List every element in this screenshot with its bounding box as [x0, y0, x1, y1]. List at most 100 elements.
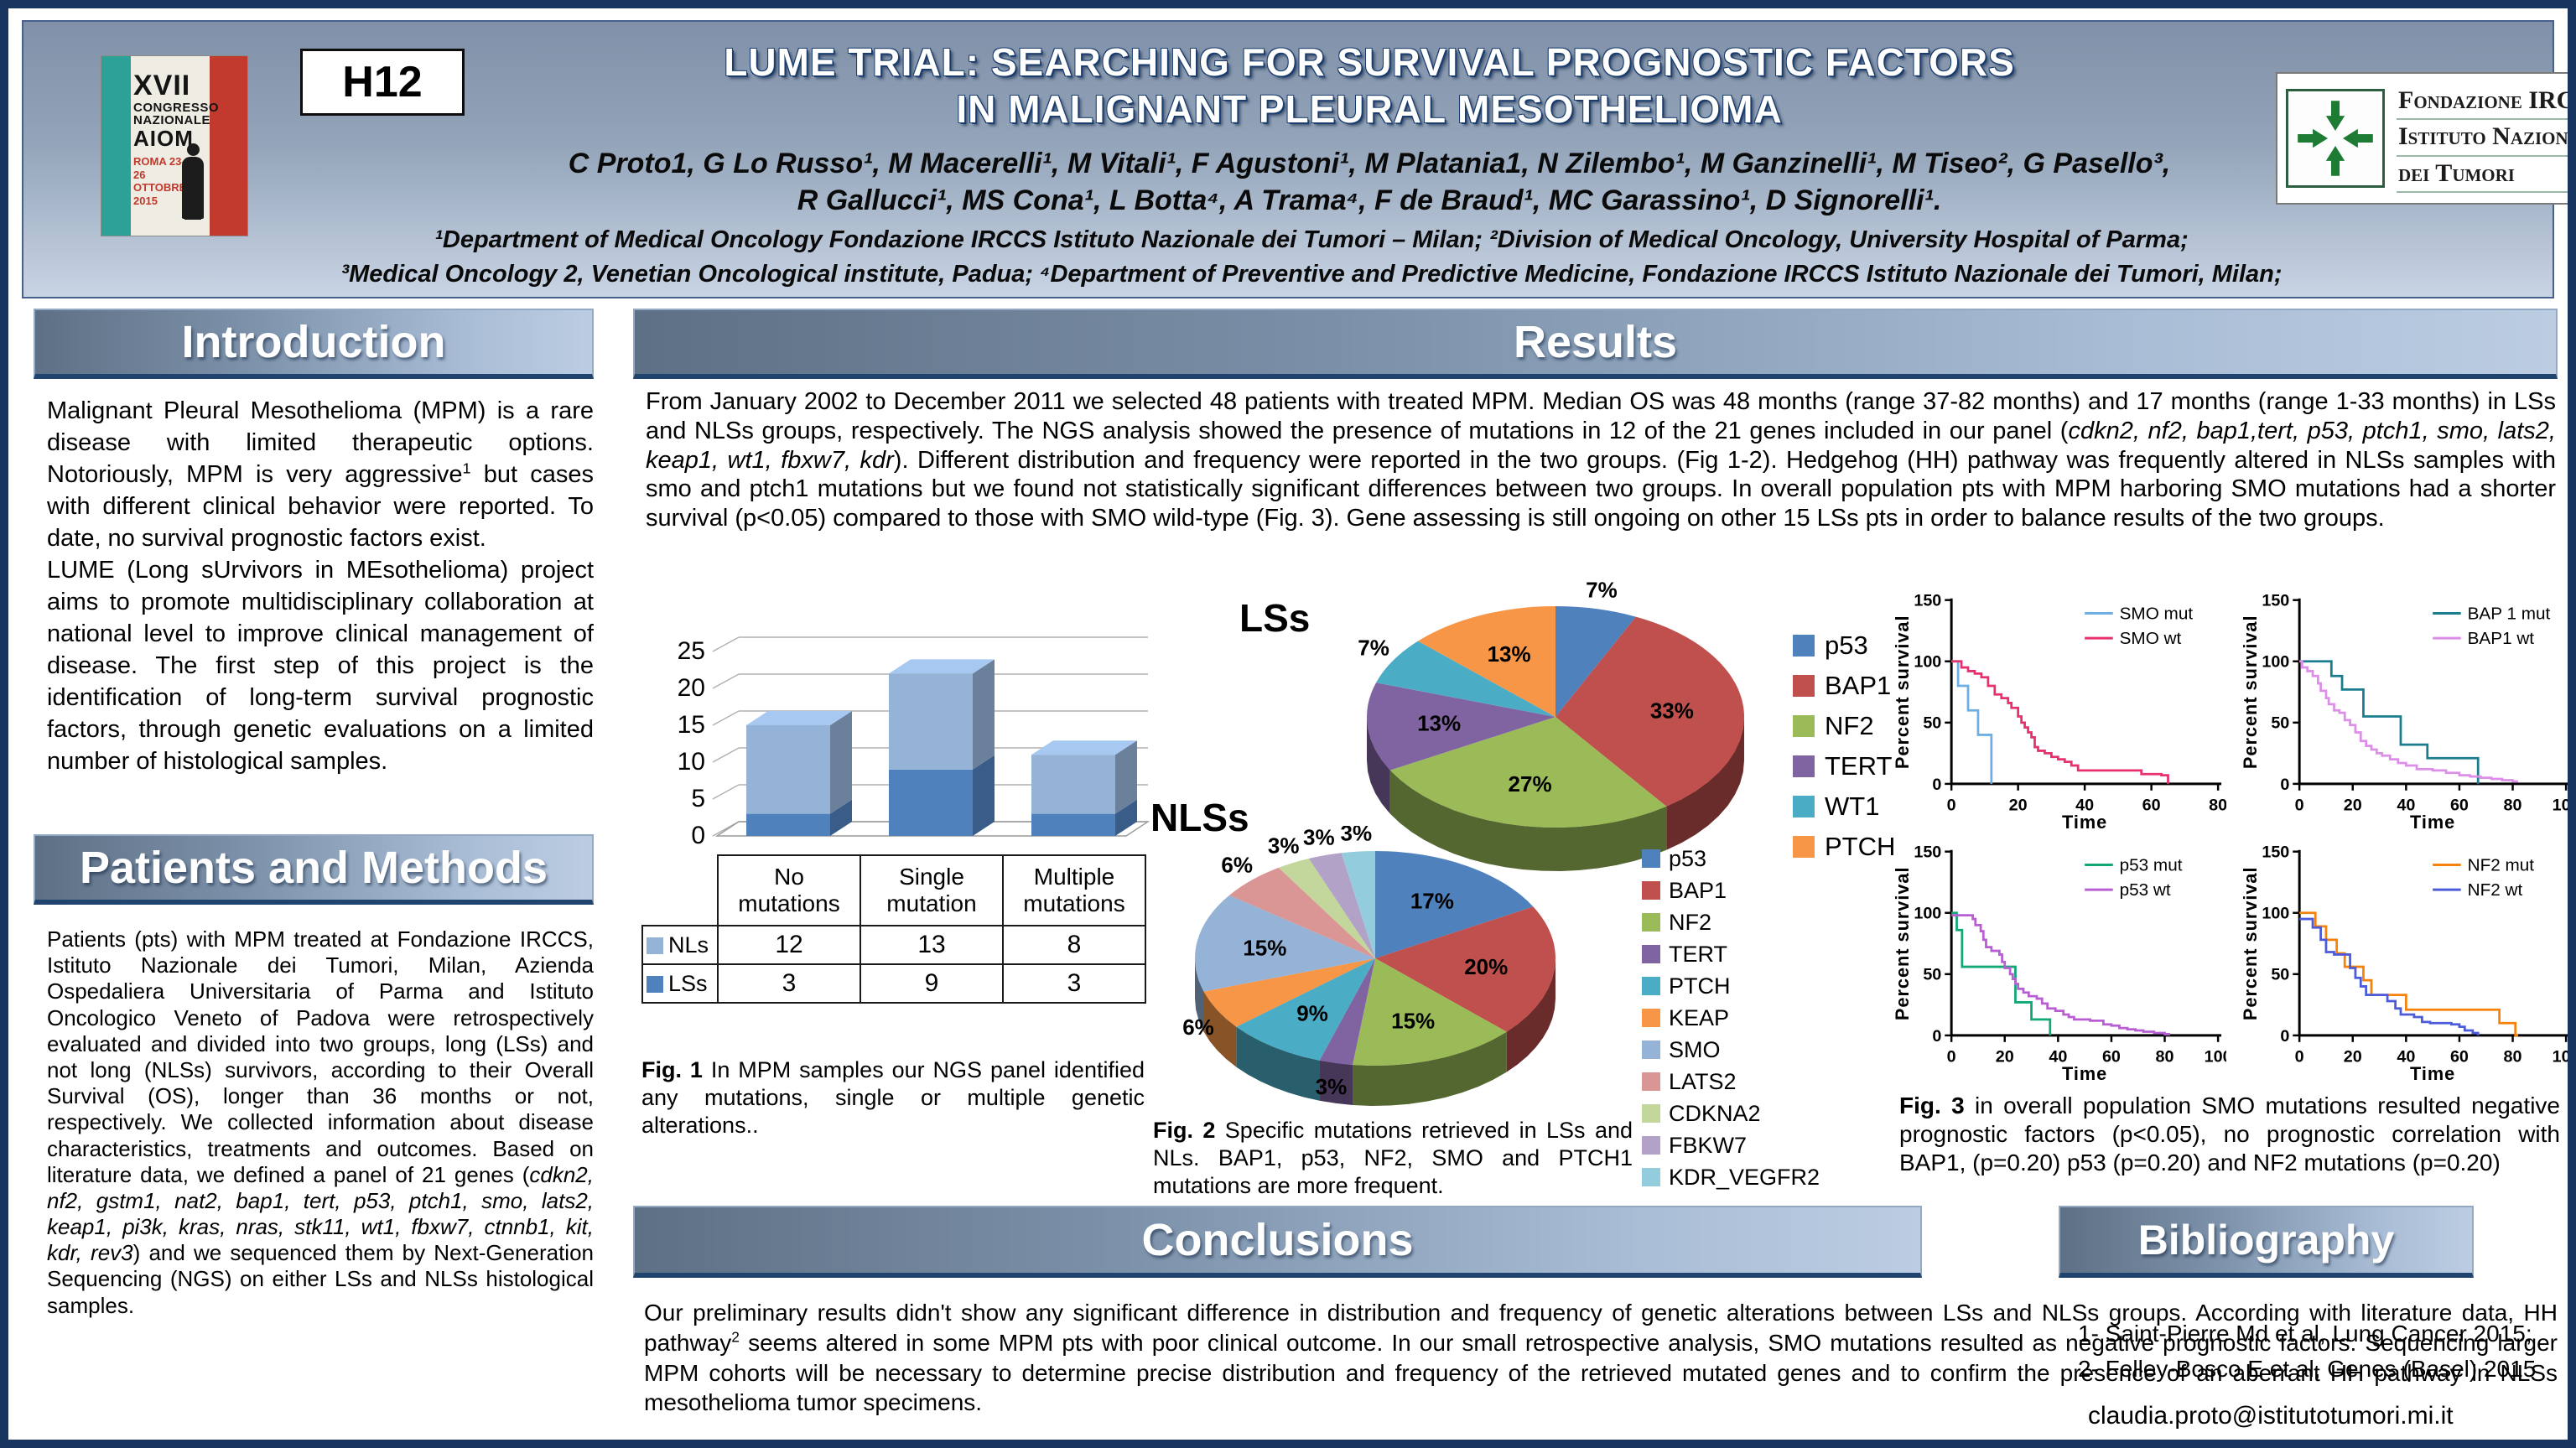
svg-text:13%: 13%: [1417, 711, 1461, 736]
contact-email: claudia.proto@istitutotumori.mi.it: [2088, 1402, 2454, 1430]
legend-color-swatch: [1642, 1136, 1660, 1155]
svg-text:p53 wt: p53 wt: [2120, 880, 2171, 900]
svg-text:10: 10: [678, 748, 705, 776]
svg-text:20: 20: [678, 674, 705, 702]
legend-color-swatch: [1642, 1009, 1660, 1027]
svg-text:40: 40: [2397, 797, 2415, 815]
svg-text:15%: 15%: [1243, 936, 1286, 961]
bibliography-list: 1- Saint-Pierre Md et al, Lung Cancer 20…: [2078, 1316, 2547, 1387]
legend-item: p53: [1642, 843, 1820, 875]
legend-item: p53: [1793, 625, 1895, 666]
svg-text:0: 0: [1947, 1048, 1956, 1067]
svg-text:150: 150: [1914, 592, 1941, 610]
svg-text:NF2 mut: NF2 mut: [2468, 855, 2535, 875]
authors: C Proto1, G Lo Russo¹, M Macerelli¹, M V…: [409, 146, 2329, 219]
fig1-category-header: Single mutation: [860, 854, 1004, 926]
pie-lss-legend: p53 BAP1 NF2 TERT WT1 PTCH: [1793, 625, 1895, 867]
legend-item: TERT: [1642, 938, 1820, 970]
fig1-bar-chart: 0 5 10 15 20 25: [678, 636, 1150, 849]
aiom-congress-logo: XVII CONGRESSO NAZIONALE AIOM ROMA 23-26…: [101, 55, 248, 236]
poster-title-line2: IN MALIGNANT PLEURAL MESOTHELIOMA: [956, 87, 1783, 132]
svg-text:Time: Time: [2410, 1063, 2455, 1084]
legend-item: KEAP: [1642, 1002, 1820, 1034]
legend-color-swatch: [1793, 836, 1815, 858]
affiliations-line2: ³Medical Oncology 2, Venetian Oncologica…: [340, 260, 2283, 288]
fig1-category-header: Multiple mutations: [1002, 854, 1146, 926]
affiliations-line1: ¹Department of Medical Oncology Fondazio…: [434, 226, 2189, 253]
fig1-caption: Fig. 1 In MPM samples our NGS panel iden…: [641, 1057, 1145, 1138]
svg-text:0: 0: [1932, 1027, 1941, 1046]
pie-chart-lss: 7% 33% 27% 13% 7% 13%: [1358, 579, 1744, 871]
section-title-results: Results: [1513, 317, 1678, 367]
svg-text:Percent survival: Percent survival: [1895, 615, 1913, 769]
legend-color-swatch: [1793, 796, 1815, 817]
svg-text:0: 0: [691, 822, 705, 849]
section-title-introduction: Introduction: [181, 317, 446, 367]
legend-color-swatch: [1642, 1104, 1660, 1123]
svg-text:20: 20: [2009, 797, 2028, 815]
poster-title: LUME TRIAL: SEARCHING FOR SURVIVAL PROGN…: [476, 39, 2262, 132]
svg-text:0: 0: [2280, 1027, 2289, 1046]
legend-color-swatch: [1642, 1072, 1660, 1091]
legend-item: WT1: [1793, 786, 1895, 827]
bibliography-item-2: 2- Felley-Bosco E et al, Genes (Basel) 2…: [2078, 1356, 2537, 1382]
svg-text:BAP 1 mut: BAP 1 mut: [2468, 604, 2551, 623]
svg-text:100: 100: [1914, 653, 1941, 672]
legend-color-swatch: [1793, 635, 1815, 657]
svg-text:Time: Time: [2062, 1063, 2107, 1084]
fig1-data-table: No mutations Single mutation Multiple muta…: [641, 854, 1146, 1004]
svg-text:3%: 3%: [1316, 1074, 1348, 1099]
section-title-conclusions: Conclusions: [1141, 1215, 1414, 1265]
svg-text:Percent survival: Percent survival: [1895, 866, 1913, 1020]
svg-text:NF2 wt: NF2 wt: [2468, 880, 2523, 900]
svg-text:100: 100: [2262, 653, 2289, 672]
svg-text:7%: 7%: [1358, 636, 1389, 661]
pie-lss-title: LSs: [1239, 596, 1311, 640]
legend-item: KDR_VEGFR2: [1642, 1161, 1820, 1193]
legend-item: BAP1: [1642, 875, 1820, 906]
legend-item: PTCH: [1642, 970, 1820, 1002]
section-header-introduction: Introduction: [34, 309, 594, 379]
methods-text: Patients (pts) with MPM treated at Fonda…: [47, 926, 595, 1318]
svg-text:Percent survival: Percent survival: [2243, 615, 2261, 769]
svg-text:20: 20: [1996, 1048, 2014, 1067]
svg-text:60: 60: [2102, 1048, 2121, 1067]
institute-logo-text: Fondazione IRCCS Istituto Nazionale dei …: [2397, 84, 2568, 194]
svg-text:25: 25: [678, 637, 705, 665]
section-title-methods: Patients and Methods: [79, 843, 548, 893]
km-plot-smo: 0 50 100 150 0 20 40 60 80 Time Percent survival SM…: [1895, 592, 2226, 833]
svg-text:p53 mut: p53 mut: [2120, 855, 2183, 875]
svg-text:3%: 3%: [1268, 833, 1300, 858]
pie-nlss-legend: p53 BAP1 NF2 TERT PTCH KEAP SMO LATS2 CDKNA2 FBKW…: [1642, 843, 1820, 1193]
svg-text:7%: 7%: [1586, 579, 1618, 603]
svg-text:0: 0: [1947, 797, 1956, 815]
svg-text:100: 100: [2553, 1048, 2574, 1067]
introduction-paragraph-1: Malignant Pleural Mesothelioma (MPM) is …: [47, 397, 594, 552]
legend-color-swatch: [1642, 1168, 1660, 1186]
poster-title-line1: LUME TRIAL: SEARCHING FOR SURVIVAL PROGN…: [724, 40, 2015, 84]
svg-text:40: 40: [2049, 1048, 2067, 1067]
section-header-conclusions: Conclusions: [633, 1206, 1922, 1278]
svg-text:80: 80: [2504, 797, 2522, 815]
svg-text:100: 100: [2205, 1048, 2226, 1067]
svg-text:60: 60: [2450, 1048, 2469, 1067]
fig1-table-row: LSs 3 9 3: [641, 963, 1146, 1004]
legend-item: BAP1: [1793, 666, 1895, 706]
legend-item: TERT: [1793, 746, 1895, 786]
svg-text:9%: 9%: [1296, 1001, 1328, 1026]
legend-item: PTCH: [1793, 827, 1895, 867]
series-color-swatch: [647, 937, 663, 954]
bibliography-item-1: 1- Saint-Pierre Md et al, Lung Cancer 20…: [2078, 1321, 2532, 1347]
fig3-caption: Fig. 3 in overall population SMO mutatio…: [1899, 1092, 2560, 1176]
svg-text:50: 50: [2271, 714, 2289, 733]
svg-text:100: 100: [2262, 905, 2289, 923]
svg-text:50: 50: [1923, 714, 1941, 733]
svg-text:27%: 27%: [1509, 771, 1552, 797]
svg-text:40: 40: [2397, 1048, 2415, 1067]
svg-text:BAP1 wt: BAP1 wt: [2468, 629, 2535, 648]
svg-text:15: 15: [678, 711, 705, 739]
legend-color-swatch: [1793, 675, 1815, 697]
results-text: From January 2002 to December 2011 we se…: [646, 388, 2556, 532]
svg-text:20: 20: [2344, 1048, 2362, 1067]
